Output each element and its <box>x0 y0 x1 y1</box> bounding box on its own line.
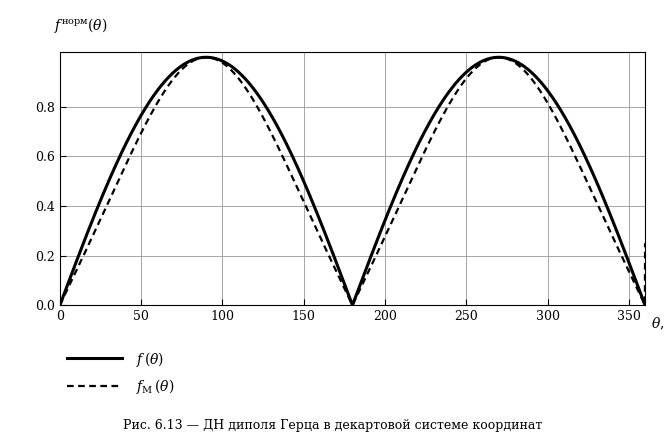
Text: $f^{\rm норм}(\theta)$: $f^{\rm норм}(\theta)$ <box>54 16 108 34</box>
Legend: $f\,(\theta)$, $f_{\rm M}\,(\theta)$: $f\,(\theta)$, $f_{\rm M}\,(\theta)$ <box>66 350 175 396</box>
Text: Рис. 6.13 — ДН диполя Герца в декартовой системе координат: Рис. 6.13 — ДН диполя Герца в декартовой… <box>123 419 542 432</box>
Text: $\theta$, град: $\theta$, град <box>651 315 665 333</box>
